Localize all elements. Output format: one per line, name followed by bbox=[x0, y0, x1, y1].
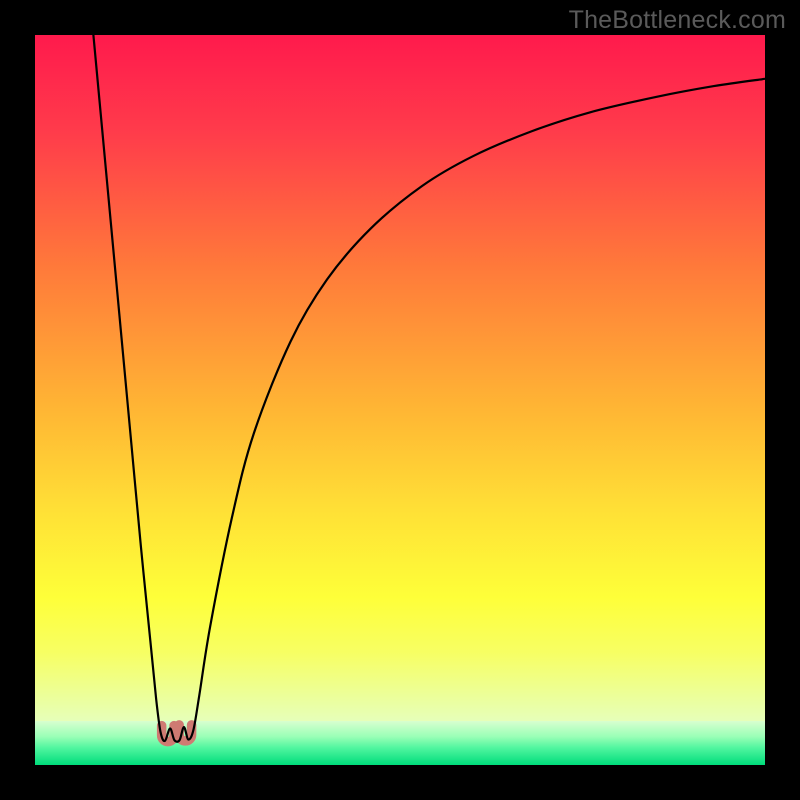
curve-path bbox=[93, 35, 765, 742]
chart-frame: TheBottleneck.com bbox=[0, 0, 800, 800]
plot-area bbox=[35, 35, 765, 765]
bottleneck-curve bbox=[35, 35, 765, 765]
watermark-text: TheBottleneck.com bbox=[569, 6, 786, 35]
